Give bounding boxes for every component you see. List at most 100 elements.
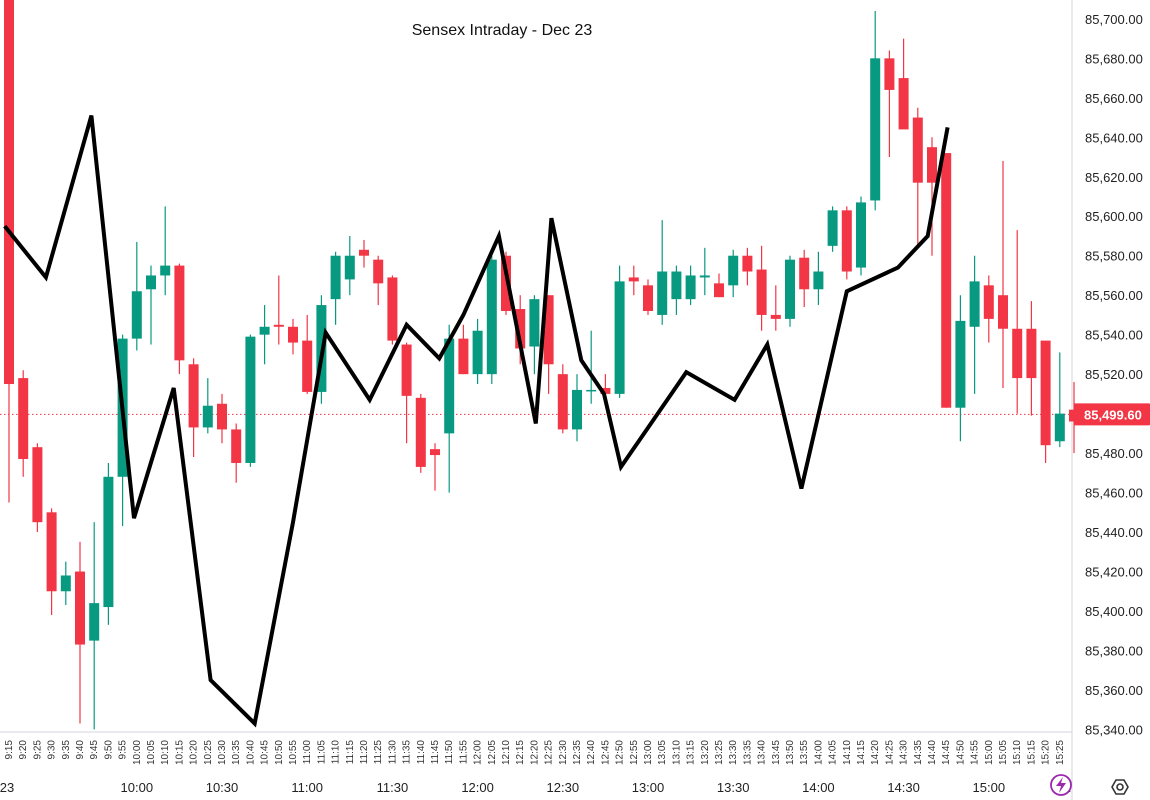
candle-body	[785, 259, 795, 319]
candle-body	[330, 255, 341, 300]
x-tick-label: 10:40	[245, 740, 256, 765]
candle-body	[359, 249, 369, 256]
x-tick-label: 14:15	[856, 740, 867, 765]
x-tick-label: 13:55	[799, 740, 810, 765]
x-tick-label: 12:45	[600, 740, 611, 765]
candle-body	[643, 285, 653, 311]
y-tick-label: 85,440.00	[1085, 525, 1143, 540]
candle-body	[174, 265, 185, 361]
x-tick-label: 9:30	[47, 740, 58, 760]
candle-body	[728, 255, 739, 286]
y-tick-label: 85,680.00	[1085, 51, 1143, 66]
x-tick-label: 14:00	[813, 740, 824, 765]
candle	[572, 374, 582, 442]
x-tick-label: 13:10	[671, 740, 682, 765]
candle	[728, 249, 739, 298]
y-tick-label: 85,480.00	[1085, 446, 1143, 461]
y-tick-label: 85,700.00	[1085, 12, 1143, 27]
candle-body	[245, 336, 256, 463]
x-major-tick-label: 15:00	[973, 780, 1006, 795]
candle-body	[714, 283, 724, 298]
x-tick-label: 11:15	[345, 740, 356, 765]
y-tick-label: 85,520.00	[1085, 367, 1143, 382]
x-tick-label: 13:45	[771, 740, 782, 765]
candle	[46, 508, 57, 615]
x-major-tick-label: 12:30	[547, 780, 580, 795]
candle	[969, 255, 980, 394]
candle	[273, 275, 284, 345]
candle-body	[586, 389, 597, 392]
last-price-badge-layer: 85,499.60	[1074, 403, 1150, 426]
candle-body	[628, 277, 639, 282]
candle-body	[955, 320, 966, 408]
x-tick-label: 13:50	[785, 740, 796, 765]
x-tick-label: 15:15	[1026, 740, 1037, 765]
x-tick-label: 14:05	[828, 740, 839, 765]
candle-body	[259, 326, 270, 335]
x-tick-label: 14:10	[842, 740, 853, 765]
candle	[103, 462, 114, 625]
last-price-badge	[1074, 403, 1150, 426]
x-tick-label: 12:00	[473, 740, 484, 765]
candle-body	[387, 277, 398, 341]
x-major-tick-label: 10:00	[121, 780, 154, 795]
x-tick-label: 9:15	[4, 740, 15, 760]
candle-body	[160, 265, 171, 276]
candle	[586, 330, 597, 404]
x-tick-label: 14:50	[955, 740, 966, 765]
candle	[18, 370, 29, 477]
x-tick-label: 10:05	[146, 740, 157, 765]
candle	[160, 206, 171, 296]
x-tick-label: 11:05	[316, 740, 327, 765]
last-price-label: 85,499.60	[1084, 407, 1142, 422]
x-tick-label: 10:20	[189, 740, 200, 765]
candle	[983, 275, 994, 343]
candle-body	[870, 58, 881, 201]
lightning-icon[interactable]	[1050, 774, 1072, 796]
x-tick-label: 14:30	[899, 740, 910, 765]
x-tick-label: 14:25	[884, 740, 895, 765]
x-tick-label: 12:30	[558, 740, 569, 765]
candle	[927, 137, 937, 256]
candle-body	[600, 387, 611, 394]
candle-body	[60, 575, 71, 592]
candle-body	[202, 405, 213, 428]
x-tick-label: 12:40	[586, 740, 597, 765]
x-tick-label: 14:55	[970, 740, 981, 765]
candle	[259, 305, 270, 365]
candle-body	[799, 257, 810, 290]
candle	[330, 251, 341, 325]
candle	[1012, 230, 1023, 414]
y-tick-label: 85,360.00	[1085, 683, 1143, 698]
candle	[302, 314, 313, 394]
candle	[699, 247, 710, 296]
x-tick-label: 15:05	[998, 740, 1009, 765]
candle-body	[529, 299, 540, 347]
x-tick-label: 11:45	[430, 740, 441, 765]
candle	[146, 265, 156, 345]
candle	[870, 10, 881, 211]
candle-body	[813, 271, 824, 290]
x-tick-label: 9:50	[103, 740, 114, 760]
candle	[628, 265, 639, 296]
x-tick-label: 9:20	[18, 740, 29, 760]
settings-gear-icon[interactable]	[1111, 779, 1129, 795]
candle-body	[699, 275, 710, 278]
candle	[472, 318, 483, 385]
candle-body	[927, 147, 937, 183]
candle	[458, 324, 469, 375]
candle-body	[543, 295, 554, 365]
candle-body	[444, 338, 455, 434]
x-tick-label: 13:20	[700, 740, 711, 765]
candle	[486, 255, 497, 385]
x-tick-label: 13:05	[657, 740, 668, 765]
candle	[4, 0, 14, 503]
candle	[288, 318, 298, 355]
candle-body	[827, 210, 838, 246]
candle	[756, 245, 767, 331]
candle	[217, 393, 227, 444]
candle	[1040, 340, 1051, 463]
candle-body	[572, 389, 582, 430]
candle	[444, 324, 455, 493]
x-tick-label: 12:10	[501, 740, 512, 765]
